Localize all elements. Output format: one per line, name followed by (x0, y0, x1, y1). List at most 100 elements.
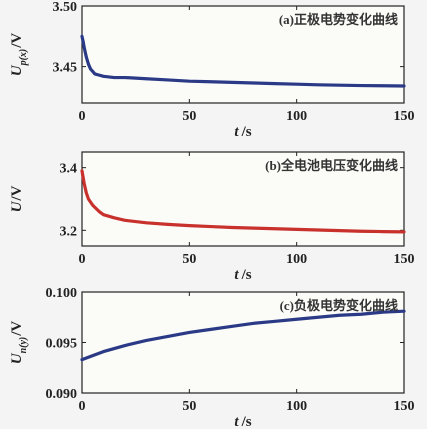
data-point-a (85, 56, 88, 58)
y-tick-label-c: 0.090 (46, 387, 78, 402)
y-axis-var-a: U (9, 64, 25, 76)
x-tick-label-a: 150 (394, 109, 415, 124)
y-axis-subscript-a: p(x) (18, 49, 29, 67)
x-axis-var-b: t (234, 267, 239, 283)
y-tick-label-b: 3.4 (60, 162, 78, 177)
data-point-a (98, 74, 101, 77)
data-point-b (209, 225, 212, 228)
data-point-c (102, 350, 105, 353)
data-point-a (81, 35, 83, 38)
data-point-a (274, 82, 277, 85)
data-point-a (87, 63, 90, 66)
x-tick-label-b: 150 (394, 252, 415, 267)
panel-b: 0 50 100 150 3.2 3.4 (b)全电池电压变化曲线 t/s U/V (9, 151, 415, 283)
data-point-b (102, 213, 105, 216)
y-axis-title-a: Up(x)/V (9, 33, 29, 77)
y-axis-var-c: U (9, 352, 25, 364)
data-point-b (124, 219, 126, 222)
x-tick-label-c: 50 (182, 399, 196, 414)
x-tick-label-c: 150 (394, 399, 415, 414)
data-point-b (82, 176, 84, 178)
data-point-c (360, 313, 362, 316)
data-point-b (252, 227, 255, 230)
x-axis-title-c: t/s (234, 414, 251, 429)
data-point-c (145, 339, 148, 342)
data-point-c (188, 331, 191, 334)
y-axis-title-c: Un(y)/V (9, 321, 29, 365)
data-point-c (381, 311, 384, 314)
data-point-b (85, 191, 88, 194)
data-point-a (166, 79, 169, 81)
data-point-b (145, 221, 148, 224)
panel-a: 0 50 100 150 3.45 3.50 (a)正极电势变化曲线 t/s Up(x)/V (9, 0, 415, 140)
x-axis-unit-b: /s (241, 267, 252, 283)
series-line-c (80, 309, 406, 362)
data-point-a (188, 80, 191, 83)
x-tick-label-a: 50 (182, 109, 196, 124)
data-point-a (82, 40, 84, 43)
x-tick-label-c: 100 (286, 399, 307, 414)
data-point-c (403, 310, 405, 313)
data-point-a (317, 83, 320, 86)
y-axis-subscript-c: n(y) (18, 337, 29, 354)
y-tick-label-a: 3.50 (53, 0, 78, 15)
data-point-a (252, 82, 255, 84)
panel-label-c: (c)负极电势变化曲线 (280, 298, 398, 313)
x-tick-label-a: 0 (79, 109, 86, 124)
data-point-a (360, 84, 362, 87)
panel-label-a: (a)正极电势变化曲线 (279, 12, 398, 27)
data-point-c (209, 328, 212, 331)
data-point-b (188, 224, 191, 227)
data-point-c (231, 325, 234, 328)
data-point-c (91, 354, 94, 357)
data-point-a (403, 85, 405, 87)
data-point-c (317, 316, 320, 319)
x-axis-var-c: t (234, 414, 239, 429)
x-axis-unit-c: /s (241, 414, 252, 429)
data-point-b (98, 210, 101, 213)
data-point-b (87, 198, 90, 200)
y-axis-unit-a: /V (9, 33, 25, 49)
data-point-a (91, 70, 94, 73)
data-point-b (81, 169, 83, 172)
x-axis-unit-a: /s (241, 124, 252, 140)
x-tick-label-b: 100 (286, 252, 307, 267)
data-point-b (113, 216, 116, 219)
x-tick-label-b: 0 (79, 252, 86, 267)
y-axis-unit-c: /V (9, 321, 25, 337)
data-point-a (89, 68, 92, 70)
data-point-b (295, 228, 298, 231)
data-point-a (93, 73, 96, 75)
data-point-c (166, 335, 169, 338)
data-point-a (83, 46, 86, 49)
x-axis-var-a: t (234, 124, 239, 140)
x-tick-label-a: 100 (286, 109, 307, 124)
y-axis-title-b: U/V (9, 185, 25, 212)
data-point-b (317, 229, 320, 231)
y-tick-label-c: 0.095 (46, 337, 78, 352)
data-point-b (338, 229, 341, 232)
data-point-c (338, 314, 341, 317)
data-point-a (124, 76, 126, 79)
data-point-c (124, 344, 126, 347)
data-point-b (360, 230, 362, 233)
x-axis-title-b: t/s (234, 267, 251, 283)
y-axis-var-b: U (9, 200, 25, 212)
x-tick-label-b: 50 (182, 252, 196, 267)
data-point-b (166, 223, 169, 226)
data-point-a (209, 80, 212, 83)
panel-c: 0 50 100 150 0.090 0.095 0.100 (c)负极电势变化曲线 t/s Un… (9, 286, 415, 429)
panel-label-b: (b)全电池电压变化曲线 (265, 158, 398, 173)
data-point-a (295, 83, 298, 86)
data-point-a (145, 77, 148, 80)
y-tick-label-a: 3.45 (53, 61, 78, 76)
data-point-a (231, 81, 234, 84)
data-point-c (252, 322, 255, 325)
data-point-c (81, 358, 83, 361)
data-point-c (113, 347, 116, 350)
x-tick-label-c: 0 (79, 399, 86, 414)
data-point-c (295, 318, 298, 321)
x-axis-title-a: t/s (234, 124, 251, 140)
data-point-b (381, 230, 384, 233)
